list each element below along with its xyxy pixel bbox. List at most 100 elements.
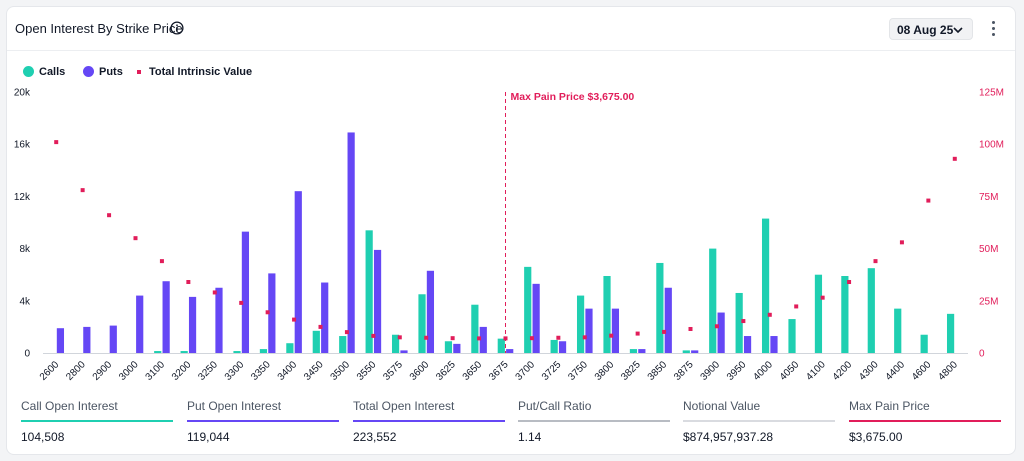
intrinsic-value-point [900, 240, 904, 244]
y-right-tick-label: 0 [979, 349, 985, 360]
x-tick-label: 3825 [619, 359, 643, 383]
put-bar [665, 288, 672, 353]
x-tick-label: 3400 [276, 359, 300, 383]
call-bar [815, 275, 822, 353]
y-left-tick-label: 0 [24, 349, 30, 360]
y-left-tick-label: 12k [14, 192, 31, 203]
intrinsic-value-point [662, 330, 666, 334]
call-bar [418, 294, 425, 353]
call-bar [656, 263, 663, 353]
intrinsic-value-point [821, 296, 825, 300]
max-pain-label: Max Pain Price $3,675.00 [511, 91, 635, 103]
x-tick-label: 4200 [831, 359, 855, 383]
put-bar [506, 349, 513, 353]
x-tick-label: 3675 [487, 359, 511, 383]
y-right-tick-label: 25M [979, 296, 998, 307]
intrinsic-value-point [398, 335, 402, 339]
call-bar [762, 219, 769, 353]
intrinsic-value-point [213, 290, 217, 294]
intrinsic-value-point [266, 310, 270, 314]
call-bar [630, 349, 637, 353]
intrinsic-value-point [424, 336, 428, 340]
call-bar [445, 341, 452, 353]
intrinsic-value-point [741, 319, 745, 323]
call-bar [551, 340, 558, 353]
intrinsic-value-point [794, 304, 798, 308]
x-tick-label: 2600 [38, 359, 62, 383]
put-bar [110, 326, 117, 353]
put-bar [638, 349, 645, 353]
x-tick-label: 3100 [144, 359, 168, 383]
call-bar [577, 296, 584, 353]
intrinsic-value-point [160, 259, 164, 263]
call-bar [339, 336, 346, 353]
intrinsic-value-point [609, 334, 613, 338]
put-bar [427, 271, 434, 353]
intrinsic-value-point [768, 313, 772, 317]
put-bar [770, 336, 777, 353]
x-tick-label: 3700 [514, 359, 538, 383]
x-tick-label: 4800 [936, 359, 960, 383]
call-bar [947, 314, 954, 353]
x-tick-label: 4300 [857, 359, 881, 383]
intrinsic-value-point [134, 236, 138, 240]
call-bar [260, 349, 267, 353]
call-bar [603, 276, 610, 353]
y-left-tick-label: 4k [19, 296, 31, 307]
intrinsic-value-point [530, 336, 534, 340]
x-tick-label: 3575 [381, 359, 405, 383]
x-tick-label: 3500 [329, 359, 353, 383]
y-right-tick-label: 50M [979, 244, 998, 255]
intrinsic-value-point [583, 335, 587, 339]
intrinsic-value-point [689, 327, 693, 331]
put-bar [744, 336, 751, 353]
x-tick-label: 4400 [884, 359, 908, 383]
call-bar [683, 350, 690, 353]
x-tick-label: 4600 [910, 359, 934, 383]
put-bar [612, 309, 619, 353]
call-bar [233, 351, 240, 353]
put-bar [559, 341, 566, 353]
intrinsic-value-point [953, 157, 957, 161]
x-tick-label: 4000 [751, 359, 775, 383]
y-right-tick-label: 100M [979, 140, 1004, 151]
call-bar [181, 351, 188, 353]
y-left-tick-label: 16k [14, 140, 31, 151]
call-bar [921, 335, 928, 353]
intrinsic-value-point [186, 280, 190, 284]
call-bar [709, 249, 716, 353]
intrinsic-value-point [54, 140, 58, 144]
put-bar [691, 350, 698, 353]
call-bar [286, 343, 293, 353]
x-tick-label: 3450 [302, 359, 326, 383]
put-bar [57, 328, 64, 353]
y-left-tick-label: 20k [14, 88, 31, 99]
x-tick-label: 3000 [117, 359, 141, 383]
put-bar [242, 232, 249, 353]
x-tick-label: 2800 [64, 359, 88, 383]
intrinsic-value-point [477, 336, 481, 340]
intrinsic-value-point [636, 332, 640, 336]
x-tick-label: 3950 [725, 359, 749, 383]
put-bar [136, 296, 143, 353]
x-tick-label: 3750 [566, 359, 590, 383]
put-bar [83, 327, 90, 353]
intrinsic-value-point [81, 188, 85, 192]
x-tick-label: 3625 [434, 359, 458, 383]
intrinsic-value-point [371, 334, 375, 338]
x-tick-label: 3250 [196, 359, 220, 383]
x-tick-label: 3800 [593, 359, 617, 383]
call-bar [894, 309, 901, 353]
x-tick-label: 2900 [91, 359, 115, 383]
x-tick-label: 3725 [540, 359, 564, 383]
x-tick-label: 3300 [223, 359, 247, 383]
y-left-tick-label: 8k [19, 244, 31, 255]
put-bar [215, 288, 222, 353]
x-tick-label: 3875 [672, 359, 696, 383]
intrinsic-value-point [874, 259, 878, 263]
y-right-tick-label: 75M [979, 192, 998, 203]
intrinsic-value-point [292, 318, 296, 322]
call-bar [313, 331, 320, 353]
x-tick-label: 3900 [699, 359, 723, 383]
put-bar [533, 284, 540, 353]
